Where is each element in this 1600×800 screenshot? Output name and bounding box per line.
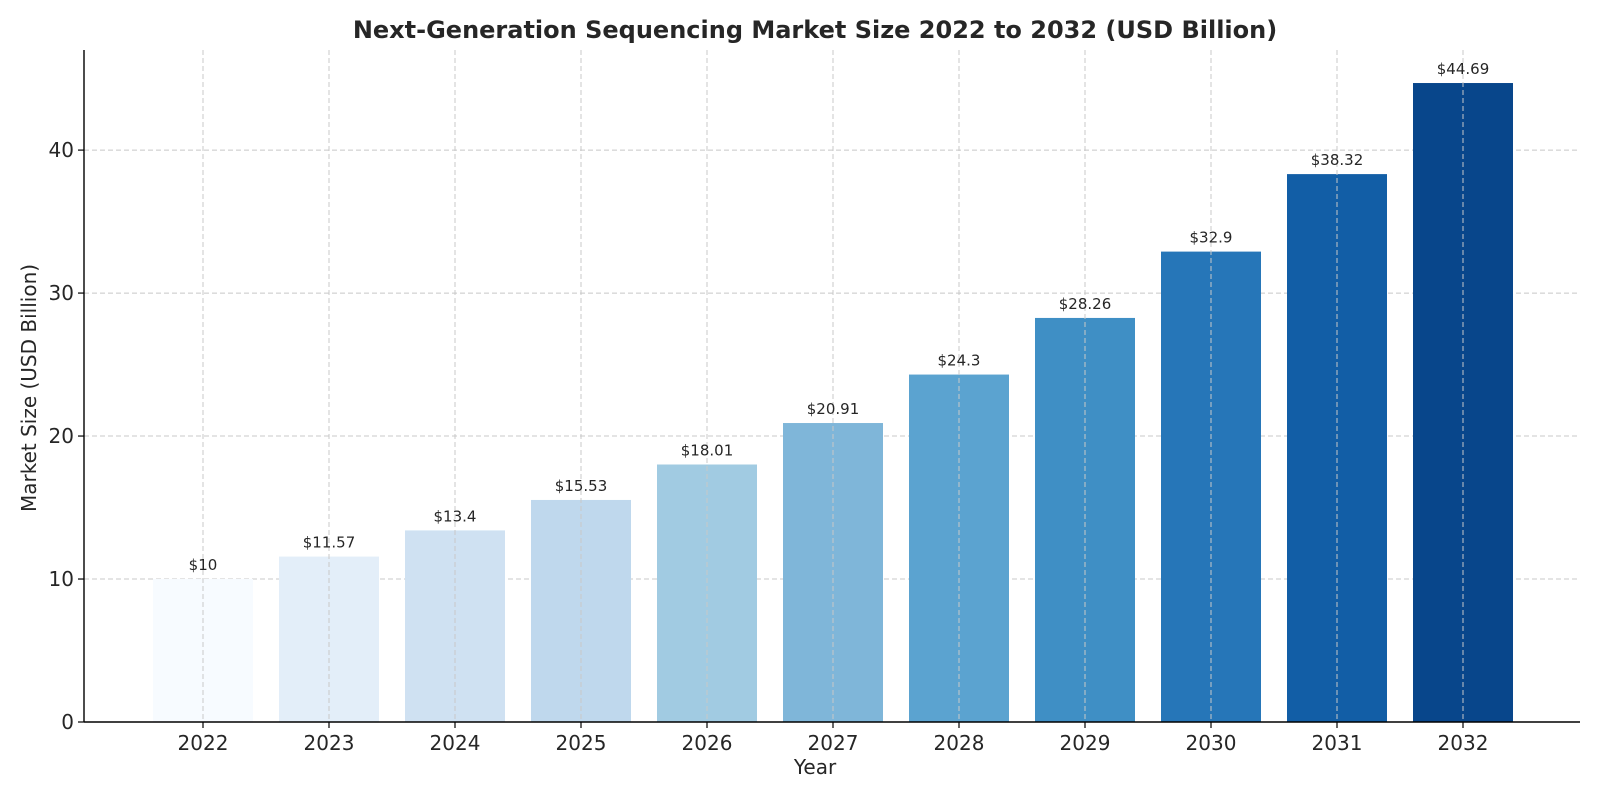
data-label-2022: $10 [189, 556, 218, 574]
y-tick-label: 20 [49, 424, 74, 448]
data-label-2025: $15.53 [555, 477, 608, 495]
y-axis-label: Market Size (USD Billion) [17, 264, 41, 512]
x-tick-label-2023: 2023 [304, 731, 355, 755]
x-axis-label: Year [793, 755, 837, 779]
data-label-2023: $11.57 [303, 534, 356, 552]
data-label-layer: $10 $11.57 $13.4 $15.53 $18.01 $20.91 $24.3 $28… [189, 60, 1490, 574]
chart-title: Next-Generation Sequencing Market Size 2… [353, 16, 1277, 44]
data-label-2027: $20.91 [807, 400, 860, 418]
x-tick-label-2032: 2032 [1438, 731, 1489, 755]
y-tick-label: 0 [61, 710, 74, 734]
y-tick-label: 10 [49, 567, 74, 591]
x-tick-label-2030: 2030 [1186, 731, 1237, 755]
x-tick-label-2024: 2024 [430, 731, 481, 755]
data-label-2028: $24.3 [938, 352, 981, 370]
x-tick-label-2025: 2025 [556, 731, 607, 755]
x-tick-label-2022: 2022 [178, 731, 229, 755]
y-tick-label: 30 [49, 281, 74, 305]
x-tick-label-2026: 2026 [682, 731, 733, 755]
bar-2031 [1287, 174, 1387, 722]
vertical-grid-layer [202, 50, 1464, 722]
data-label-2032: $44.69 [1437, 60, 1490, 78]
x-tick-label-2028: 2028 [934, 731, 985, 755]
data-label-2029: $28.26 [1059, 295, 1112, 313]
x-tick-label-2029: 2029 [1060, 731, 1111, 755]
data-label-2026: $18.01 [681, 441, 734, 459]
data-label-2024: $13.4 [434, 507, 477, 525]
y-tick-label: 40 [49, 138, 74, 162]
x-tick-label-2031: 2031 [1312, 731, 1363, 755]
bar-layer [153, 83, 1513, 723]
data-label-2030: $32.9 [1190, 229, 1233, 247]
data-label-2031: $38.32 [1311, 151, 1364, 169]
x-tick-label-2027: 2027 [808, 731, 859, 755]
